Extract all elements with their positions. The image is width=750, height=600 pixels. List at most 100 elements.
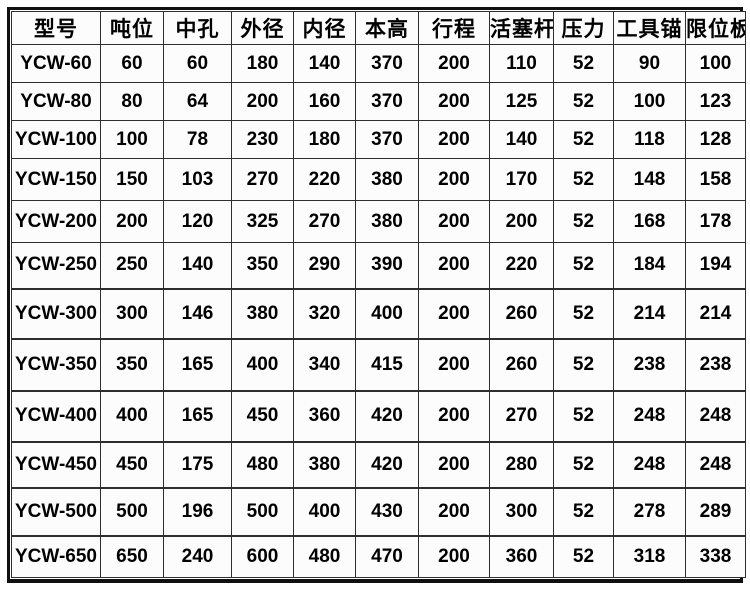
value-cell: 52 (553, 120, 614, 159)
value-cell: 238 (613, 337, 686, 391)
value-cell: 200 (489, 200, 554, 243)
value-cell: 165 (163, 389, 232, 442)
value-cell: 200 (418, 242, 490, 289)
value-cell: 80 (100, 82, 164, 121)
value-cell: 60 (100, 44, 164, 83)
table-row: YCW-450 450 175 480 380 420 200 280 52 248 248 (11, 440, 746, 488)
value-cell: 200 (418, 120, 490, 159)
value-cell: 380 (231, 287, 294, 339)
value-cell: 184 (613, 242, 686, 289)
value-cell: 52 (553, 486, 614, 536)
value-cell: 160 (293, 82, 356, 121)
table-row: YCW-200 200 120 325 270 380 200 200 52 168 178 (11, 200, 746, 243)
value-cell: 380 (355, 200, 419, 243)
header-cell: 行程 (418, 11, 490, 45)
value-cell: 248 (685, 389, 746, 442)
value-cell: 270 (489, 389, 554, 442)
value-cell: 420 (355, 389, 419, 442)
value-cell: 370 (355, 82, 419, 121)
value-cell: 146 (163, 287, 232, 339)
value-cell: 168 (613, 200, 686, 243)
value-cell: 238 (685, 337, 746, 391)
value-cell: 200 (231, 82, 294, 121)
value-cell: 52 (553, 200, 614, 243)
value-cell: 240 (163, 534, 232, 578)
table-row: YCW-150 150 103 270 220 380 200 170 52 148 158 (11, 158, 746, 201)
value-cell: 480 (293, 534, 356, 578)
value-cell: 196 (163, 486, 232, 536)
value-cell: 200 (418, 82, 490, 121)
value-cell: 500 (231, 486, 294, 536)
model-cell: YCW-450 (11, 440, 101, 488)
header-cell: 限位板 (685, 11, 746, 45)
value-cell: 220 (489, 242, 554, 289)
table-row: YCW-60 60 60 180 140 370 200 110 52 90 100 (11, 44, 746, 83)
header-cell: 活塞杆 (489, 11, 554, 45)
value-cell: 118 (613, 120, 686, 159)
value-cell: 140 (293, 44, 356, 83)
header-cell: 吨位 (100, 11, 164, 45)
value-cell: 248 (685, 440, 746, 488)
value-cell: 100 (685, 44, 746, 83)
value-cell: 200 (418, 158, 490, 201)
value-cell: 175 (163, 440, 232, 488)
value-cell: 120 (163, 200, 232, 243)
value-cell: 140 (163, 242, 232, 289)
value-cell: 450 (231, 389, 294, 442)
model-cell: YCW-350 (11, 337, 101, 391)
value-cell: 248 (613, 440, 686, 488)
value-cell: 360 (489, 534, 554, 578)
value-cell: 52 (553, 44, 614, 83)
model-cell: YCW-200 (11, 200, 101, 243)
value-cell: 400 (100, 389, 164, 442)
value-cell: 360 (293, 389, 356, 442)
value-cell: 140 (489, 120, 554, 159)
model-cell: YCW-100 (11, 120, 101, 159)
value-cell: 200 (418, 337, 490, 391)
value-cell: 270 (293, 200, 356, 243)
value-cell: 300 (489, 486, 554, 536)
header-cell: 中孔 (163, 11, 232, 45)
value-cell: 170 (489, 158, 554, 201)
value-cell: 200 (418, 389, 490, 442)
value-cell: 390 (355, 242, 419, 289)
table-row: YCW-80 80 64 200 160 370 200 125 52 100 123 (11, 82, 746, 121)
value-cell: 325 (231, 200, 294, 243)
model-cell: YCW-300 (11, 287, 101, 339)
value-cell: 194 (685, 242, 746, 289)
value-cell: 350 (100, 337, 164, 391)
value-cell: 380 (293, 440, 356, 488)
table-row: YCW-350 350 165 400 340 415 200 260 52 238 238 (11, 337, 746, 391)
table-row: YCW-300 300 146 380 320 400 200 260 52 214 214 (11, 287, 746, 339)
value-cell: 52 (553, 337, 614, 391)
header-row: 型号 吨位 中孔 外径 内径 本高 行程 活塞杆 压力 工具锚 限位板 (11, 11, 746, 45)
value-cell: 100 (100, 120, 164, 159)
model-cell: YCW-250 (11, 242, 101, 289)
value-cell: 110 (489, 44, 554, 83)
value-cell: 148 (613, 158, 686, 201)
value-cell: 214 (613, 287, 686, 339)
value-cell: 415 (355, 337, 419, 391)
value-cell: 52 (553, 534, 614, 578)
value-cell: 200 (418, 440, 490, 488)
model-cell: YCW-400 (11, 389, 101, 442)
value-cell: 260 (489, 337, 554, 391)
value-cell: 200 (418, 534, 490, 578)
value-cell: 270 (231, 158, 294, 201)
value-cell: 230 (231, 120, 294, 159)
value-cell: 420 (355, 440, 419, 488)
value-cell: 290 (293, 242, 356, 289)
model-cell: YCW-60 (11, 44, 101, 83)
value-cell: 500 (100, 486, 164, 536)
value-cell: 180 (293, 120, 356, 159)
value-cell: 78 (163, 120, 232, 159)
value-cell: 158 (685, 158, 746, 201)
value-cell: 60 (163, 44, 232, 83)
model-cell: YCW-650 (11, 534, 101, 578)
value-cell: 400 (293, 486, 356, 536)
value-cell: 248 (613, 389, 686, 442)
value-cell: 52 (553, 287, 614, 339)
value-cell: 400 (355, 287, 419, 339)
value-cell: 180 (231, 44, 294, 83)
value-cell: 200 (418, 200, 490, 243)
